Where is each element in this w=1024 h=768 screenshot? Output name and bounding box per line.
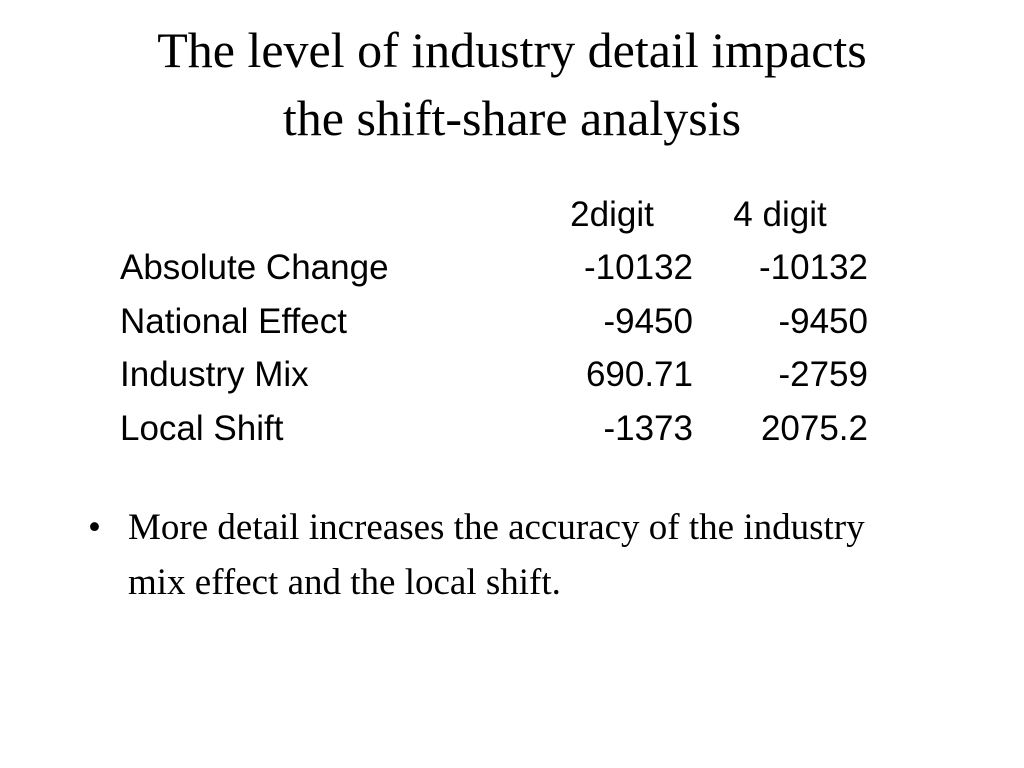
bullet-marker: • xyxy=(88,507,101,548)
row-label: Industry Mix xyxy=(120,355,309,394)
table-cell: -9450 xyxy=(603,301,693,341)
title-line: the shift-share analysis xyxy=(282,90,742,146)
title-line: The level of industry detail impacts xyxy=(157,22,867,78)
table-cell: 2075.2 xyxy=(760,408,868,448)
table-cell: -10132 xyxy=(759,248,868,287)
table-cell: -2759 xyxy=(778,355,868,394)
table-cell: -10132 xyxy=(584,248,693,287)
row-label: Absolute Change xyxy=(120,248,389,287)
table-cell: -9450 xyxy=(778,301,868,341)
column-header: 2digit xyxy=(570,195,654,234)
row-label: Local Shift xyxy=(120,408,284,448)
column-header: 4 digit xyxy=(733,195,827,234)
table-cell: 690.71 xyxy=(585,355,693,394)
table-cell: -1373 xyxy=(603,408,693,448)
bullet-text: More detail increases the accuracy of th… xyxy=(128,507,865,603)
slide-title: The level of industry detail impacts the… xyxy=(0,16,1024,152)
row-label: National Effect xyxy=(120,301,347,341)
